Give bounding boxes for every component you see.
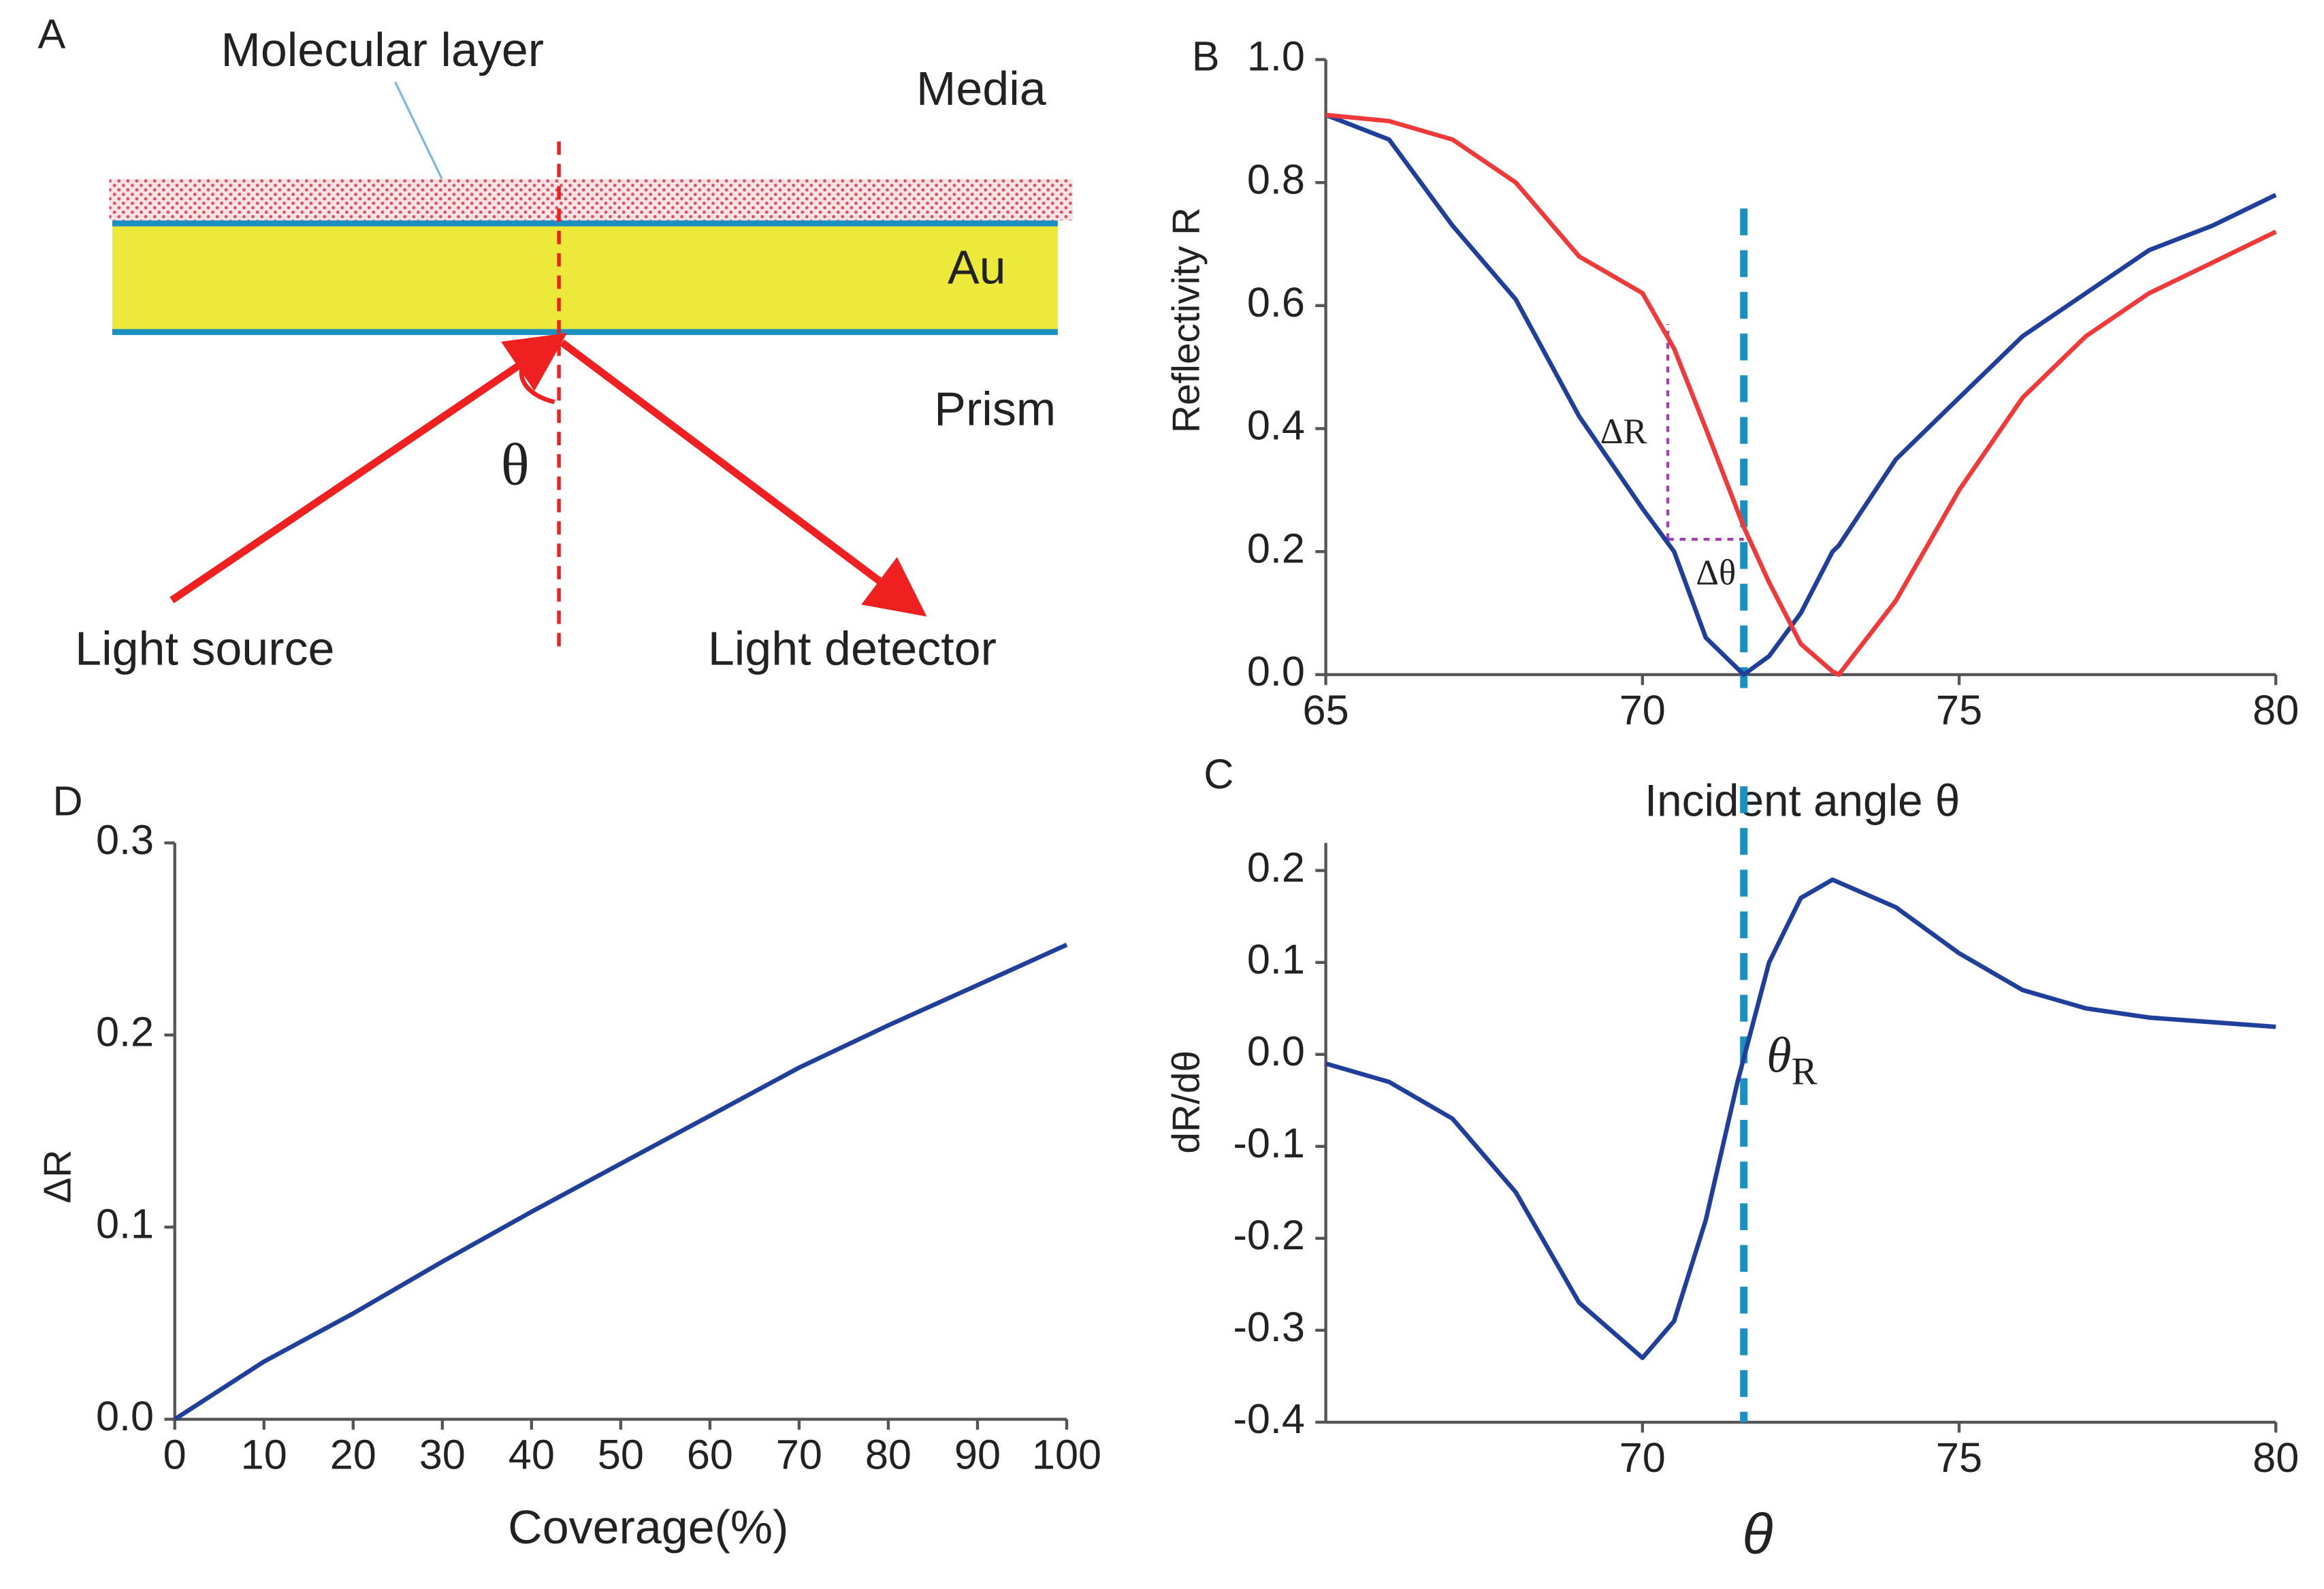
x-tick-label: 20 [330, 1432, 376, 1478]
angle-arc [519, 344, 555, 404]
x-tick-label: 70 [776, 1432, 822, 1478]
x-axis-label: Coverage(%) [508, 1500, 788, 1554]
reflected-ray [560, 339, 927, 617]
annotation-subscript: R [1792, 1050, 1818, 1093]
y-axis-label: Reflectivity R [1165, 207, 1208, 433]
prism-label: Prism [934, 382, 1056, 435]
x-tick-label: 10 [241, 1432, 287, 1478]
x-tick-label: 70 [1619, 687, 1666, 733]
y-axis-label: dR/dθ [1165, 1050, 1208, 1154]
molecular-layer [109, 178, 1073, 221]
series-line [1325, 112, 2277, 677]
y-tick-label: -0.1 [1233, 1120, 1305, 1166]
layer-label: Molecular layer [221, 23, 545, 76]
series-line [173, 942, 1068, 1422]
gold-layer [112, 223, 1058, 331]
panel-label: C [1204, 751, 1233, 797]
y-tick-label: 0.4 [1247, 402, 1305, 449]
y-tick-label: -0.3 [1233, 1304, 1305, 1350]
x-tick-label: 80 [2253, 687, 2299, 733]
panel-label: B [1192, 33, 1220, 80]
y-tick-label: 0.1 [1247, 936, 1305, 982]
series-line [1325, 877, 2276, 1360]
media-label: Media [916, 62, 1046, 115]
panel-label: A [37, 11, 65, 57]
x-tick-label: 0 [163, 1432, 187, 1478]
annotation: θR [1766, 1028, 1818, 1093]
y-tick-label: 1.0 [1247, 33, 1305, 80]
x-axis-label: Incident angle θ [1645, 776, 1960, 826]
y-tick-label: 0.6 [1247, 279, 1305, 325]
x-tick-label: 60 [687, 1432, 733, 1478]
detector-label: Light detector [708, 622, 997, 675]
x-tick-label: 40 [509, 1432, 555, 1478]
panel-label: D [52, 777, 82, 824]
series-line [1325, 112, 2277, 677]
y-tick-label: 0.3 [96, 816, 154, 863]
diagram: A Molecular layer Media Au Prism θ Light… [37, 11, 1073, 675]
au-label: Au [948, 241, 1006, 294]
y-tick-label: 0.2 [1247, 525, 1305, 571]
x-tick-label: 100 [1032, 1432, 1101, 1478]
y-tick-label: 0.2 [96, 1008, 154, 1055]
x-tick-label: 30 [419, 1432, 466, 1478]
y-tick-label: 0.8 [1247, 156, 1305, 202]
y-axis-label: ΔR [36, 1150, 79, 1204]
y-tick-label: 0.0 [1247, 648, 1305, 694]
x-tick-label: 65 [1303, 687, 1349, 733]
x-axis-label: θ [1742, 1503, 1773, 1566]
y-tick-label: -0.2 [1233, 1212, 1305, 1258]
x-tick-label: 80 [2253, 1434, 2299, 1481]
x-tick-label: 90 [954, 1432, 1001, 1478]
y-tick-label: 0.2 [1247, 844, 1305, 890]
y-tick-label: 0.0 [1247, 1028, 1305, 1074]
y-tick-label: 0.1 [96, 1201, 154, 1247]
incident-ray [170, 333, 567, 604]
angle-label: θ [501, 431, 530, 497]
x-tick-label: 80 [865, 1432, 911, 1478]
annotation-symbol: θ [1766, 1028, 1792, 1084]
annotation: ΔR [1600, 412, 1647, 451]
y-tick-label: 0.0 [96, 1393, 154, 1439]
x-tick-label: 75 [1936, 1434, 1982, 1481]
x-tick-label: 50 [598, 1432, 644, 1478]
x-tick-label: 70 [1619, 1434, 1666, 1481]
y-tick-label: -0.4 [1233, 1396, 1305, 1442]
annotation: Δθ [1696, 553, 1736, 593]
x-tick-label: 75 [1936, 687, 1982, 733]
source-label: Light source [75, 622, 334, 675]
